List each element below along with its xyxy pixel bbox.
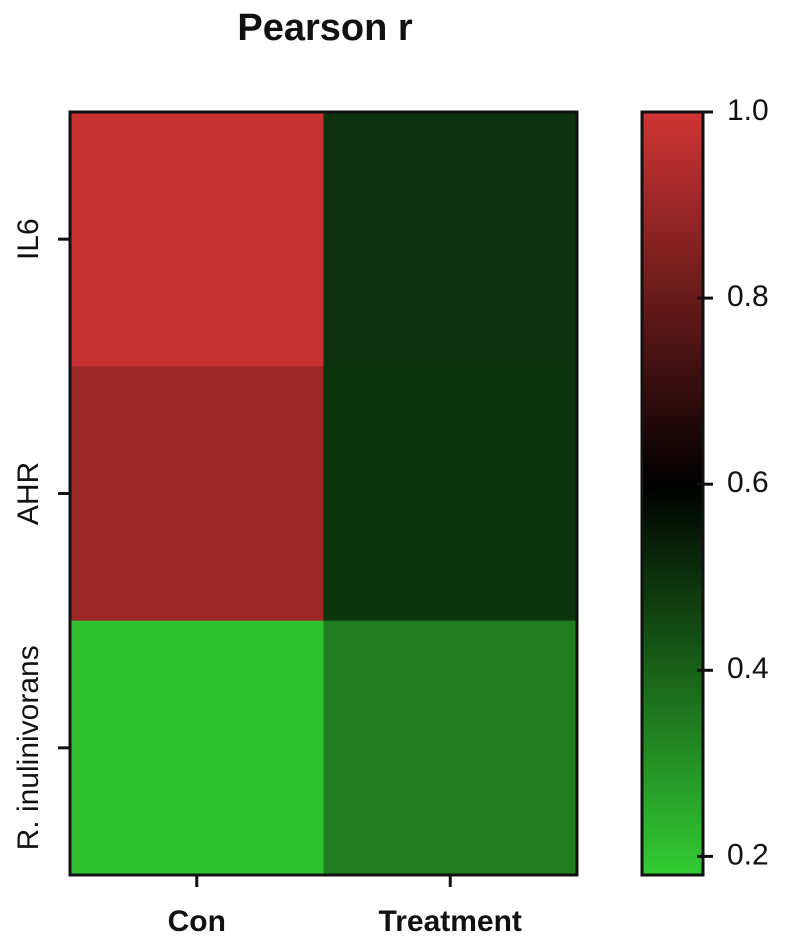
y-tick-label: AHR (12, 462, 45, 525)
heat-cell (323, 366, 578, 622)
heat-cell (70, 112, 324, 367)
heat-cell (70, 620, 324, 876)
heat-cell (70, 366, 324, 622)
colorbar-tick-label: 0.4 (727, 652, 769, 685)
heat-cell (323, 620, 578, 876)
colorbar (640, 110, 705, 877)
colorbar-tick-label: 0.8 (727, 280, 769, 313)
colorbar-tick-label: 0.2 (727, 838, 769, 871)
x-tick-label: Con (168, 905, 226, 938)
y-tick-label: R. inulinivorans (12, 645, 45, 850)
y-tick-label: IL6 (12, 218, 45, 260)
x-tick-label: Treatment (379, 905, 522, 938)
colorbar-tick-label: 1.0 (727, 94, 769, 127)
chart-title: Pearson r (237, 7, 413, 49)
heat-cell (323, 112, 578, 367)
colorbar-tick-label: 0.6 (727, 466, 769, 499)
